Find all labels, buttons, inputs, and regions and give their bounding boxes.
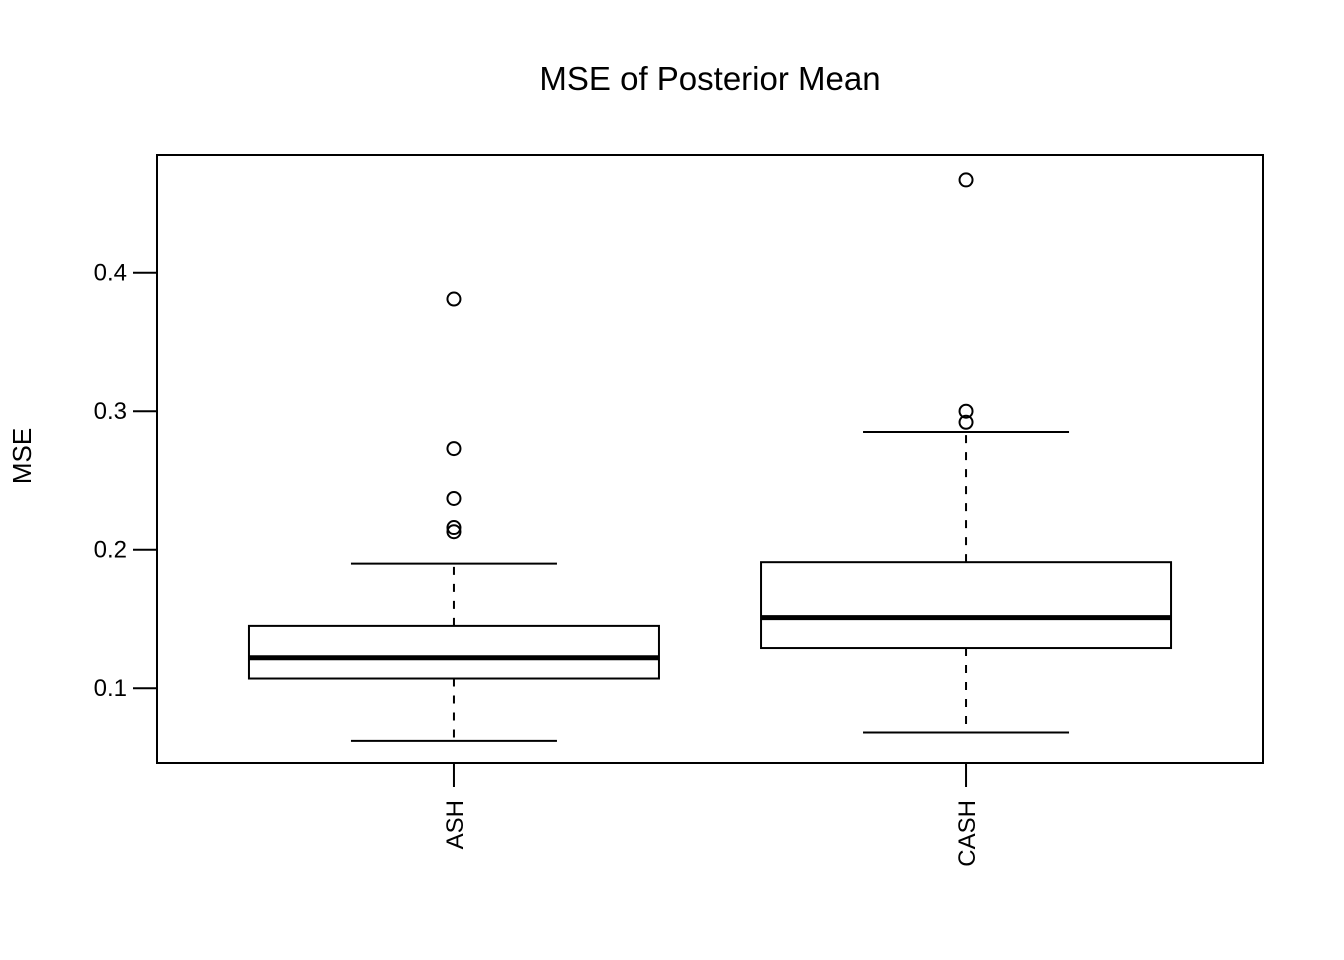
chart-title: MSE of Posterior Mean [539, 60, 881, 97]
outlier-point-ash [446, 520, 462, 536]
outlier-point-cash [958, 403, 974, 419]
box-cash [760, 561, 1173, 650]
outlier-point-cash [958, 414, 974, 430]
y-tick-label: 0.2 [94, 537, 127, 564]
outlier-point-ash [446, 291, 462, 307]
box-ash [247, 624, 660, 680]
y-tick-label: 0.1 [94, 675, 127, 702]
y-tick-label: 0.3 [94, 398, 127, 425]
outlier-point-cash [958, 172, 974, 188]
plot-frame [156, 154, 1264, 764]
category-label-ash: ASH [442, 800, 469, 849]
outlier-point-ash [446, 524, 462, 540]
category-label-cash: CASH [954, 800, 981, 867]
outlier-point-ash [446, 441, 462, 457]
outlier-point-ash [446, 490, 462, 506]
y-tick-label: 0.4 [94, 260, 127, 287]
